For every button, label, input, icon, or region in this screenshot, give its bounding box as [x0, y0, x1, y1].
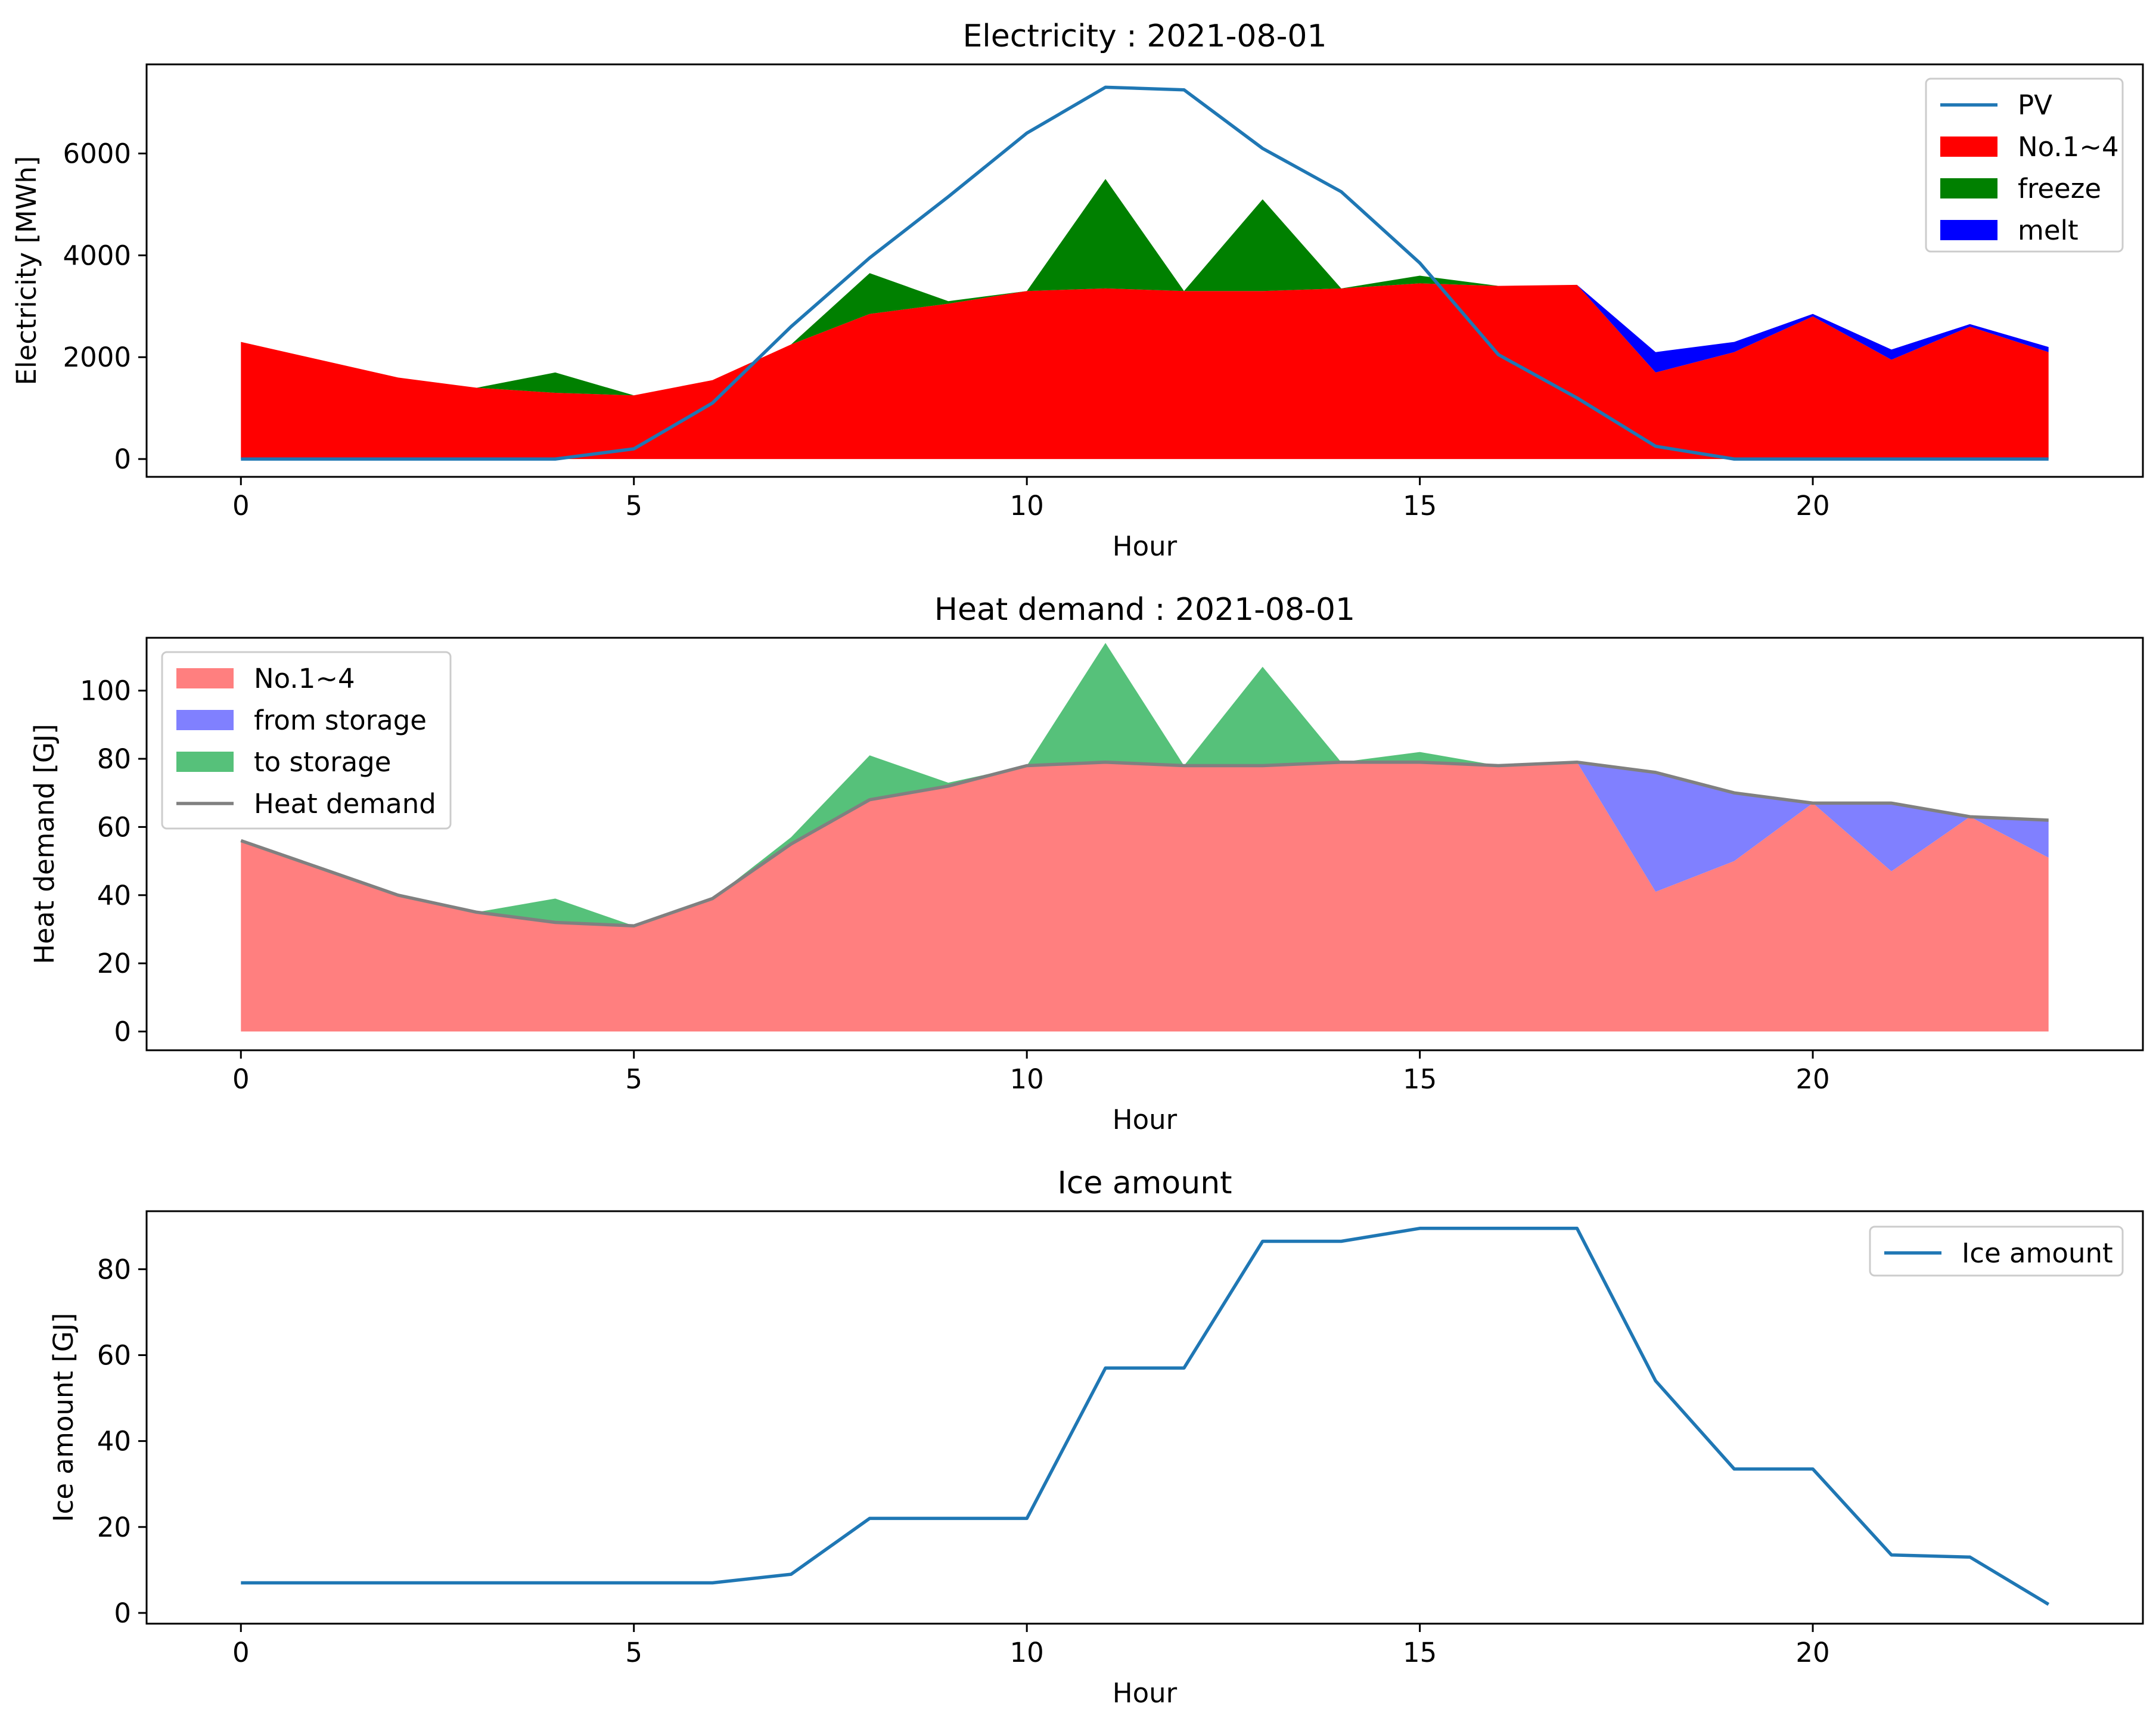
x-tick-label: 15: [1403, 490, 1437, 522]
y-tick-label: 20: [97, 1512, 131, 1543]
area-no-1-4: [241, 762, 2049, 1032]
x-tick-label: 10: [1010, 490, 1044, 522]
x-tick-label: 10: [1010, 1637, 1044, 1668]
x-axis-label: Hour: [1113, 1677, 1178, 1709]
y-tick-label: 2000: [63, 342, 131, 373]
legend-frame: [1925, 77, 2124, 253]
y-tick-label: 100: [80, 675, 131, 707]
legend-label-freeze: freeze: [2018, 173, 2101, 204]
legend: PV No.1~4 freeze melt: [1925, 77, 2124, 253]
y-tick-label: 0: [114, 1016, 131, 1048]
legend-frame: [161, 651, 452, 830]
x-tick-label: 0: [232, 1063, 250, 1095]
x-tick-label: 20: [1795, 490, 1829, 522]
legend-label-to-storage: to storage: [254, 746, 391, 778]
y-tick-label: 20: [97, 948, 131, 979]
x-tick-label: 15: [1403, 1637, 1437, 1668]
y-tick-label: 40: [97, 1426, 131, 1457]
legend-swatch-to-storage: [176, 752, 234, 772]
legend-swatch-no-1-4: [176, 668, 234, 688]
legend-swatch-from-storage: [176, 710, 234, 730]
y-tick-label: 0: [114, 443, 131, 475]
chart-title: Heat demand : 2021-08-01: [934, 592, 1355, 628]
legend-swatch-freeze: [1940, 178, 1997, 198]
legend-label-pv: PV: [2018, 89, 2052, 121]
y-axis-label: Ice amount [GJ]: [48, 1313, 79, 1522]
x-axis-label: Hour: [1113, 1104, 1178, 1135]
legend-swatch-melt: [1940, 220, 1997, 240]
x-axis-label: Hour: [1113, 530, 1178, 562]
y-axis-label: Electricity [MWh]: [11, 156, 42, 386]
legend-label-melt: melt: [2018, 215, 2079, 246]
y-tick-label: 40: [97, 880, 131, 911]
x-tick-label: 15: [1403, 1063, 1437, 1095]
y-tick-label: 80: [97, 743, 131, 775]
legend-label-ice-amount: Ice amount: [1962, 1237, 2113, 1269]
plot-frame: [145, 63, 2144, 478]
legend-label-from-storage: from storage: [254, 705, 427, 736]
legend-label-heat-demand: Heat demand: [254, 788, 436, 820]
x-tick-label: 20: [1795, 1637, 1829, 1668]
panel-1: 0 5 10 15 20 0 2000 4000 6000 Electricity : 2021-…: [11, 18, 2144, 562]
y-tick-label: 60: [97, 811, 131, 843]
panel-2: 0 5 10 15 20 0 20 40 60 80 100 Heat demand : 2021-0…: [29, 592, 2144, 1135]
y-tick-label: 4000: [63, 240, 131, 271]
x-tick-label: 0: [232, 490, 250, 522]
y-tick-label: 0: [114, 1597, 131, 1629]
y-axis-label: Heat demand [GJ]: [29, 724, 60, 964]
legend-label-no-1-4: No.1~4: [254, 663, 355, 694]
legend-swatch-no-1-4: [1940, 136, 1997, 157]
x-tick-label: 0: [232, 1637, 250, 1668]
panel-3: 0 5 10 15 20 0 20 40 60 80 Ice amount Hour Ice amoun…: [48, 1165, 2144, 1709]
line-pv: [241, 85, 2049, 461]
legend-frame: [1869, 1226, 2124, 1277]
x-tick-label: 5: [625, 1063, 642, 1095]
plot-frame: [145, 637, 2144, 1051]
chart-title: Ice amount: [1057, 1165, 1232, 1201]
y-tick-label: 60: [97, 1339, 131, 1371]
chart-title: Electricity : 2021-08-01: [962, 18, 1326, 54]
line-heat-demand: [240, 760, 2049, 928]
line-ice-amount: [241, 1227, 2050, 1606]
x-tick-label: 20: [1795, 1063, 1829, 1095]
legend: Ice amount: [1869, 1226, 2124, 1277]
area-from-storage: [241, 762, 2049, 926]
x-tick-label: 5: [625, 490, 642, 522]
legend-label-no-1-4: No.1~4: [2018, 131, 2119, 163]
plot-frame: [145, 1210, 2144, 1625]
x-tick-label: 10: [1010, 1063, 1044, 1095]
area-freeze: [241, 179, 2049, 396]
y-tick-label: 6000: [63, 138, 131, 170]
area-no-1-4: [241, 283, 2049, 460]
x-tick-label: 5: [625, 1637, 642, 1668]
legend: No.1~4 from storage to storage Heat demand: [161, 651, 452, 830]
y-tick-label: 80: [97, 1254, 131, 1285]
